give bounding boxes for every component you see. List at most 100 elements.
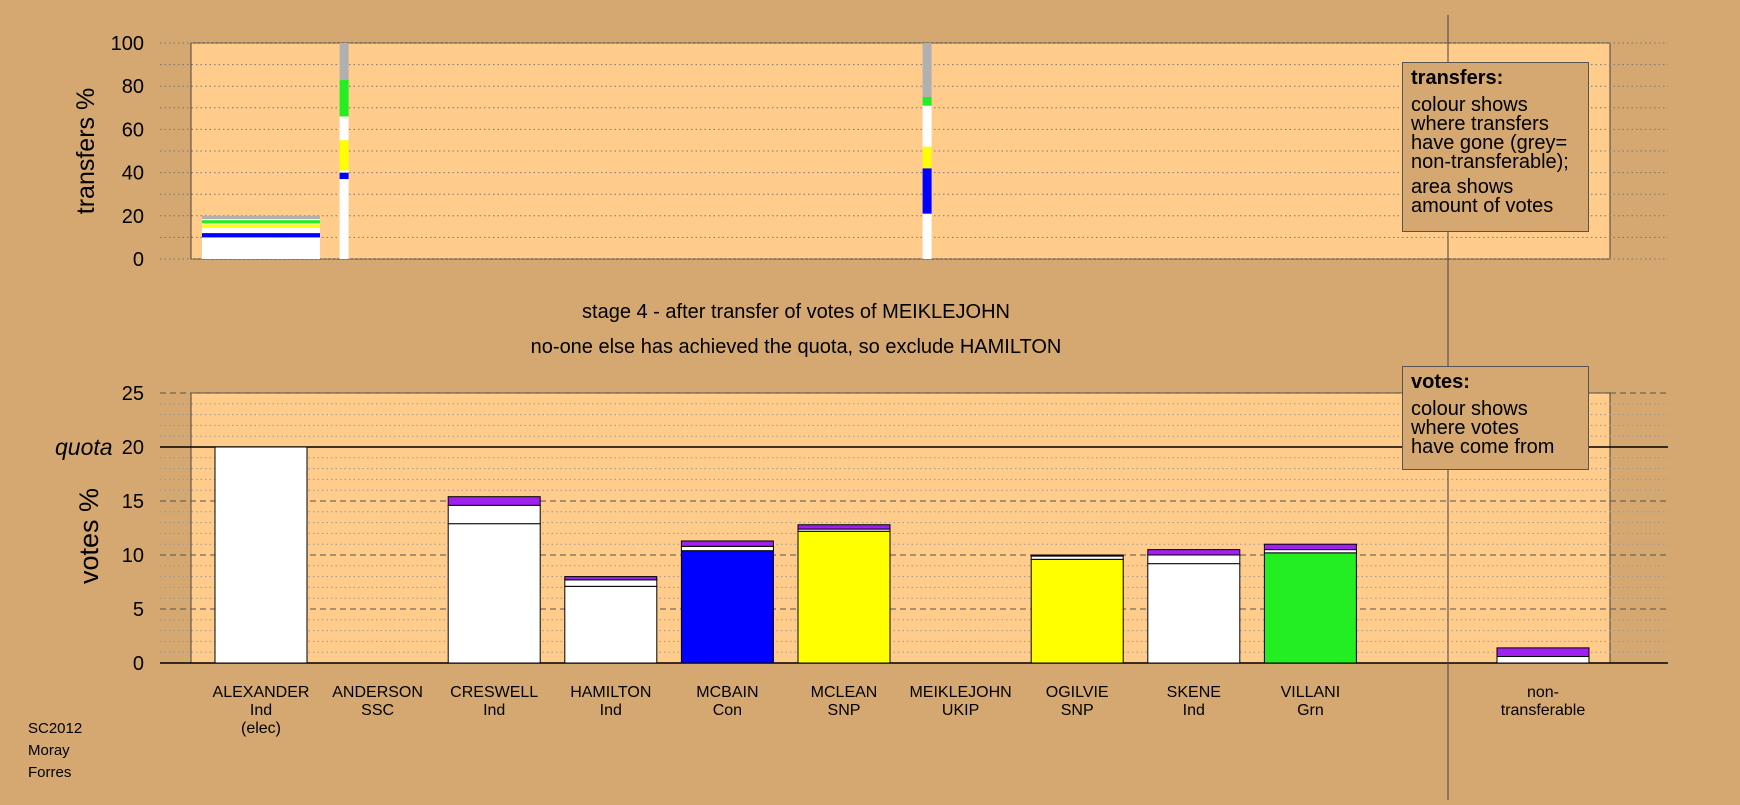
transfer-segment-anderson: [339, 179, 349, 259]
vote-segment-hamilton: [564, 579, 658, 587]
transfer-segment-alexander: [202, 219, 320, 221]
vote-segment-ogilvie: [1030, 558, 1124, 664]
votes-legend-box: votes: colour shows where votes have com…: [1402, 366, 1589, 470]
transfer-segment-alexander: [202, 237, 320, 259]
vote-segment-ogilvie: [1030, 554, 1124, 557]
transfer-segment-anderson: [339, 172, 349, 180]
votes-legend-line: have come from: [1411, 436, 1555, 458]
candidate-party-label: Ind: [483, 702, 505, 719]
votes-legend-title: votes:: [1411, 371, 1470, 393]
vote-segment-hamilton: [564, 576, 658, 581]
vote-segment-creswell: [447, 504, 541, 525]
candidate-party-label: UKIP: [942, 702, 979, 719]
transfer-segment-anderson: [339, 140, 349, 171]
transfers-y-tick-label: 100: [111, 33, 144, 55]
candidate-party-label: Ind: [250, 702, 272, 719]
votes-y-tick-label: 10: [122, 545, 144, 567]
transfers-legend-line: non-transferable);: [1411, 151, 1569, 173]
vote-segment-creswell: [447, 523, 541, 664]
transfer-segment-alexander: [202, 227, 320, 234]
candidate-party-label: SNP: [828, 702, 861, 719]
candidate-party-label: Con: [713, 702, 742, 719]
footer-election: SC2012: [28, 720, 83, 737]
transfer-segment-meiklejohn: [922, 168, 932, 214]
transfer-segment-alexander: [202, 215, 320, 220]
transfer-segment-meiklejohn: [922, 43, 932, 97]
vote-segment-mcbain: [680, 540, 774, 547]
vote-segment-creswell: [447, 496, 541, 506]
vote-segment-nontransferable: [1496, 656, 1590, 664]
nontransferable-label-line2: transferable: [1501, 702, 1586, 719]
vote-segment-alexander: [214, 446, 308, 664]
transfer-segment-meiklejohn: [922, 213, 932, 259]
transfers-legend-line: area shows: [1411, 176, 1514, 198]
votes-y-tick-label: 0: [133, 653, 144, 675]
votes-y-axis-label: votes %: [74, 488, 104, 584]
transfer-segment-alexander: [202, 233, 320, 238]
vote-segment-mcbain: [680, 550, 774, 664]
candidate-party-label: Grn: [1297, 702, 1324, 719]
transfers-plot-area: [190, 42, 1611, 260]
transfer-segment-meiklejohn: [922, 146, 932, 169]
vote-segment-skene: [1147, 554, 1241, 565]
stage-title: stage 4 - after transfer of votes of MEI…: [582, 301, 1010, 323]
candidate-party-label: SSC: [361, 702, 394, 719]
vote-segment-skene: [1147, 549, 1241, 556]
transfers-legend-line: amount of votes: [1411, 195, 1554, 217]
candidate-name-label: SKENE: [1167, 684, 1221, 701]
candidate-party-label: Ind: [1183, 702, 1205, 719]
transfers-y-tick-label: 80: [122, 76, 144, 98]
transfers-y-tick-label: 60: [122, 119, 144, 141]
candidate-name-label: CRESWELL: [450, 684, 538, 701]
candidate-name-label: VILLANI: [1281, 684, 1341, 701]
vote-segment-mclean: [797, 530, 891, 664]
transfer-segment-meiklejohn: [922, 105, 932, 147]
transfer-segment-meiklejohn: [922, 97, 932, 106]
footer-ward: Forres: [28, 764, 72, 781]
candidate-name-label: ANDERSON: [332, 684, 423, 701]
candidate-note-label: (elec): [241, 720, 281, 737]
transfers-y-tick-label: 0: [133, 249, 144, 271]
vote-segment-mcbain: [680, 545, 774, 552]
transfer-segment-anderson: [339, 116, 349, 141]
candidate-name-label: OGILVIE: [1046, 684, 1109, 701]
transfer-segment-alexander: [202, 224, 320, 228]
nontransferable-label-line1: non-: [1527, 684, 1559, 701]
quota-label: quota: [55, 434, 113, 460]
transfers-legend-line: where transfers: [1411, 113, 1549, 135]
vote-segment-nontransferable: [1496, 647, 1590, 658]
transfers-y-tick-label: 40: [122, 163, 144, 185]
votes-y-tick-label: 25: [122, 383, 144, 405]
transfers-y-axis-label: transfers %: [72, 88, 100, 214]
vote-segment-villani: [1263, 552, 1357, 664]
votes-legend-line: colour shows: [1411, 398, 1528, 420]
stage-subtitle: no-one else has achieved the quota, so e…: [531, 336, 1062, 358]
transfer-segment-anderson: [339, 43, 349, 80]
candidate-name-label: MCBAIN: [696, 684, 758, 701]
transfers-legend-line: have gone (grey=: [1411, 132, 1568, 154]
vote-segment-skene: [1147, 563, 1241, 664]
votes-y-tick-label: 15: [122, 491, 144, 513]
transfers-legend-line: colour shows: [1411, 94, 1528, 116]
transfers-legend-title: transfers:: [1411, 67, 1504, 89]
candidate-party-label: Ind: [600, 702, 622, 719]
candidate-name-label: MCLEAN: [811, 684, 878, 701]
footer-council: Moray: [28, 742, 70, 759]
candidate-party-label: SNP: [1061, 702, 1094, 719]
transfer-segment-alexander: [202, 223, 320, 225]
transfer-segment-anderson: [339, 79, 349, 117]
candidate-name-label: MEIKLEJOHN: [909, 684, 1011, 701]
transfer-segment-alexander: [202, 220, 320, 224]
vote-segment-villani: [1263, 543, 1357, 551]
vote-segment-mclean: [797, 524, 891, 530]
transfers-legend-box: transfers: colour shows where transfers …: [1402, 62, 1589, 232]
candidate-name-label: ALEXANDER: [213, 684, 310, 701]
vote-segment-hamilton: [564, 585, 658, 664]
votes-y-tick-label: 5: [133, 599, 144, 621]
transfers-y-tick-label: 20: [122, 206, 144, 228]
votes-y-tick-label: 20: [122, 437, 144, 459]
transfer-segment-anderson: [339, 170, 349, 173]
candidate-name-label: HAMILTON: [570, 684, 651, 701]
